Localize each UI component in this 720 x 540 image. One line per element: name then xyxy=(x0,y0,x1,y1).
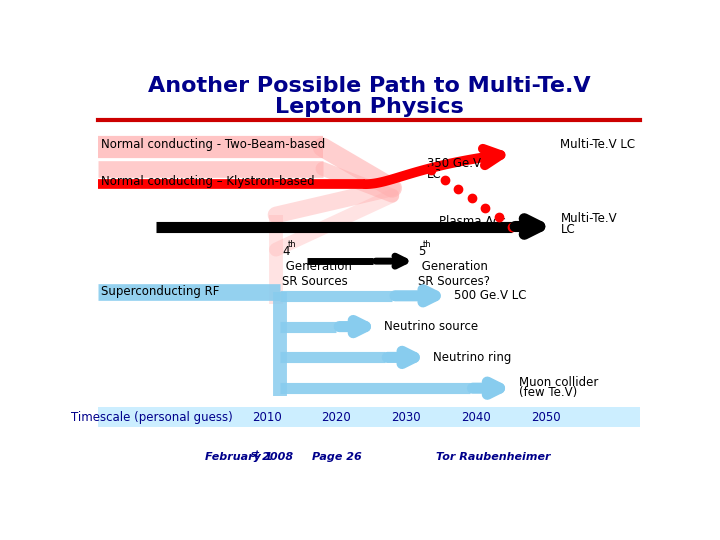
Text: Normal conducting – Klystron-based: Normal conducting – Klystron-based xyxy=(101,176,315,188)
Text: st: st xyxy=(251,450,259,459)
Text: 2050: 2050 xyxy=(531,410,560,423)
Text: Neutrino ring: Neutrino ring xyxy=(433,351,512,364)
Text: Muon collider: Muon collider xyxy=(518,375,598,389)
Text: th: th xyxy=(287,240,296,249)
Text: LC: LC xyxy=(560,223,575,236)
Text: Neutrino source: Neutrino source xyxy=(384,320,479,333)
Text: Page 26: Page 26 xyxy=(312,453,361,462)
Text: Normal conducting - Two-Beam-based: Normal conducting - Two-Beam-based xyxy=(101,138,325,151)
Text: 2020: 2020 xyxy=(322,410,351,423)
Text: 2030: 2030 xyxy=(392,410,421,423)
Bar xyxy=(98,408,640,427)
Text: Another Possible Path to Multi-Te.V: Another Possible Path to Multi-Te.V xyxy=(148,76,590,96)
Text: Tor Raubenheimer: Tor Raubenheimer xyxy=(436,453,550,462)
Text: Multi-Te.V: Multi-Te.V xyxy=(560,212,617,225)
Text: 350 Ge.V: 350 Ge.V xyxy=(427,157,481,170)
Text: 5: 5 xyxy=(418,245,426,258)
Text: Multi-Te.V LC: Multi-Te.V LC xyxy=(560,138,636,151)
Text: th: th xyxy=(423,240,432,249)
Text: LC: LC xyxy=(427,168,442,181)
Text: February 1: February 1 xyxy=(204,453,272,462)
Text: Timescale (personal guess): Timescale (personal guess) xyxy=(71,410,233,423)
Text: 500 Ge.V LC: 500 Ge.V LC xyxy=(454,289,527,302)
Text: Plasma Acc: Plasma Acc xyxy=(438,214,505,228)
Text: Superconducting RF: Superconducting RF xyxy=(101,285,219,298)
Text: Generation
SR Sources: Generation SR Sources xyxy=(282,260,352,288)
Text: , 2008: , 2008 xyxy=(254,453,294,462)
Text: 4: 4 xyxy=(282,245,289,258)
Text: 2040: 2040 xyxy=(461,410,491,423)
Text: 2010: 2010 xyxy=(252,410,282,423)
Text: (few Te.V): (few Te.V) xyxy=(518,386,577,399)
Text: Lepton Physics: Lepton Physics xyxy=(274,97,464,117)
Text: Generation
SR Sources?: Generation SR Sources? xyxy=(418,260,490,288)
